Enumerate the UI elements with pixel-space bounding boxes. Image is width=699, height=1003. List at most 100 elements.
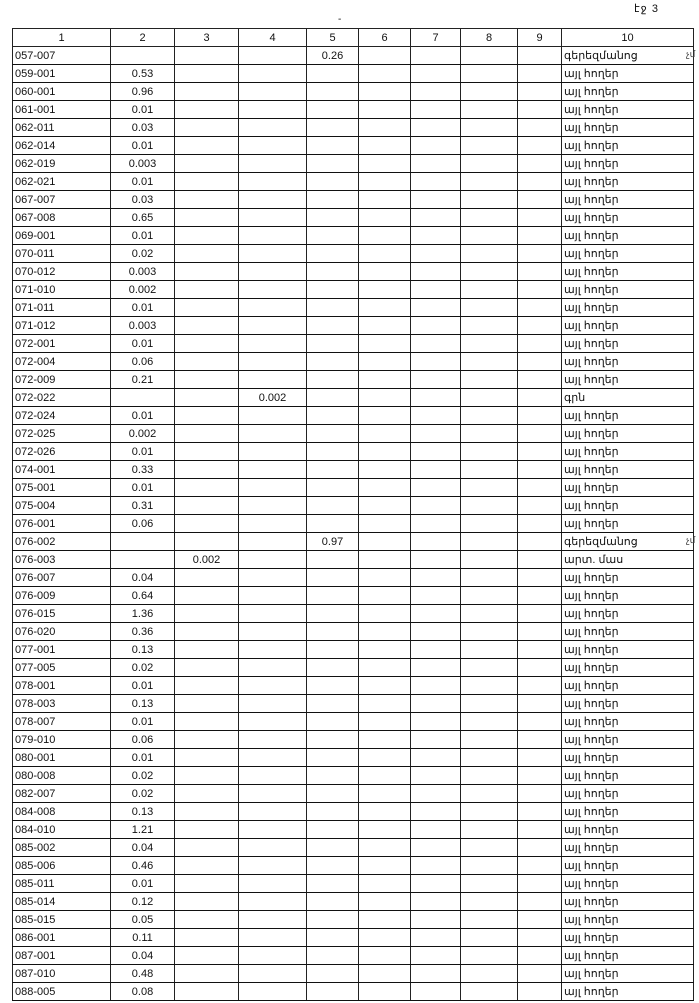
table-row: 062-014 0.01 այլ հողեր	[12, 136, 694, 155]
value-cell-col-6	[358, 352, 411, 371]
cell-text: այլ հողեր	[564, 320, 619, 332]
value-cell-col-6	[358, 496, 411, 515]
value-cell-col-2: 0.96	[110, 82, 175, 101]
value-cell-col-3	[174, 442, 239, 461]
value-cell-col-6	[358, 442, 411, 461]
cell-text: 0.46	[131, 859, 154, 872]
value-cell-col-2: 0.04	[110, 838, 175, 857]
value-cell-col-3	[174, 910, 239, 929]
cell-text: 085-002	[15, 841, 56, 854]
value-cell-col-8	[460, 784, 518, 803]
value-cell-col-8	[460, 910, 518, 929]
land-type-cell: այլ հողեր	[561, 658, 694, 677]
table-row: 072-022 0.002 գրն	[12, 388, 694, 407]
cell-text: 087-001	[15, 949, 56, 962]
value-cell-col-2: 0.03	[110, 118, 175, 137]
value-cell-col-2: 0.01	[110, 172, 175, 191]
value-cell-col-9	[517, 334, 562, 353]
value-cell-col-9	[517, 208, 562, 227]
value-cell-col-7	[410, 136, 461, 155]
table-row: 085-014 0.12 այլ հողեր	[12, 892, 694, 911]
value-cell-col-6	[358, 946, 411, 965]
table-row: 074-001 0.33 այլ հողեր	[12, 460, 694, 479]
value-cell-col-5	[306, 460, 359, 479]
land-type-cell: այլ հողեր	[561, 370, 694, 389]
cell-text: 0.01	[131, 139, 154, 152]
cell-text: 077-001	[15, 643, 56, 656]
cell-text: այլ հողեր	[564, 356, 619, 368]
value-cell-col-7	[410, 46, 461, 65]
table-row: 084-008 0.13 այլ հողեր	[12, 802, 694, 821]
parcel-code-cell: 074-001	[12, 460, 111, 479]
value-cell-col-8	[460, 406, 518, 425]
value-cell-col-6	[358, 568, 411, 587]
cell-text: 0.01	[131, 337, 154, 350]
parcel-code-cell: 067-007	[12, 190, 111, 209]
table-body: 057-007 0.26 գերեզմանոց չմ 059-001 0.53 այլ հո…	[12, 46, 695, 1001]
value-cell-col-3	[174, 334, 239, 353]
value-cell-col-6	[358, 928, 411, 947]
land-type-cell: այլ հողեր	[561, 424, 694, 443]
value-cell-col-8	[460, 190, 518, 209]
parcel-code-cell: 078-003	[12, 694, 111, 713]
value-cell-col-8	[460, 820, 518, 839]
table-row: 071-012 0.003 այլ հողեր	[12, 316, 694, 335]
value-cell-col-6	[358, 820, 411, 839]
value-cell-col-6	[358, 586, 411, 605]
value-cell-col-4	[238, 442, 307, 461]
value-cell-col-7	[410, 712, 461, 731]
parcel-code-cell: 085-002	[12, 838, 111, 857]
cell-text: 057-007	[15, 49, 56, 62]
value-cell-col-8	[460, 478, 518, 497]
value-cell-col-8	[460, 676, 518, 695]
table-row: 076-015 1.36 այլ հողեր	[12, 604, 694, 623]
value-cell-col-9	[517, 424, 562, 443]
value-cell-col-5	[306, 100, 359, 119]
land-type-cell: այլ հողեր	[561, 514, 694, 533]
value-cell-col-3	[174, 856, 239, 875]
header-row: 1 2 3 4 5 6 7 8 9 10	[12, 28, 694, 47]
value-cell-col-7	[410, 820, 461, 839]
table-row: 078-003 0.13 այլ հողեր	[12, 694, 694, 713]
value-cell-col-7	[410, 622, 461, 641]
parcel-code-cell: 077-001	[12, 640, 111, 659]
value-cell-col-7	[410, 910, 461, 929]
cell-text: 0.01	[131, 679, 154, 692]
value-cell-col-3	[174, 100, 239, 119]
value-cell-col-2: 0.003	[110, 262, 175, 281]
value-cell-col-3	[174, 352, 239, 371]
value-cell-col-5	[306, 982, 359, 1001]
cell-text: այլ հողեր	[564, 482, 619, 494]
land-type-cell: այլ հողեր	[561, 820, 694, 839]
cell-text: 076-015	[15, 607, 56, 620]
value-cell-col-8	[460, 100, 518, 119]
land-type-cell: այլ հողեր	[561, 910, 694, 929]
value-cell-col-9	[517, 802, 562, 821]
cell-text: 075-001	[15, 481, 56, 494]
cell-text: 070-011	[15, 247, 55, 260]
land-type-cell: այլ հողեր	[561, 298, 694, 317]
cell-text: 0.01	[131, 877, 154, 890]
parcel-code-cell: 087-001	[12, 946, 111, 965]
value-cell-col-2: 0.06	[110, 730, 175, 749]
value-cell-col-2: 0.01	[110, 334, 175, 353]
value-cell-col-8	[460, 640, 518, 659]
cell-text: 080-001	[15, 751, 56, 764]
parcel-code-cell: 082-007	[12, 784, 111, 803]
value-cell-col-5	[306, 388, 359, 407]
cell-text: այլ հողեր	[564, 932, 619, 944]
value-cell-col-6	[358, 856, 411, 875]
value-cell-col-7	[410, 982, 461, 1001]
table-row: 077-005 0.02 այլ հողեր	[12, 658, 694, 677]
value-cell-col-8	[460, 946, 518, 965]
value-cell-col-5	[306, 298, 359, 317]
value-cell-col-6	[358, 640, 411, 659]
parcel-code-cell: 072-024	[12, 406, 111, 425]
value-cell-col-4	[238, 802, 307, 821]
value-cell-col-8	[460, 874, 518, 893]
cell-text: այլ հողեր	[564, 626, 619, 638]
table-row: 076-003 0.002 արտ. մաս	[12, 550, 694, 569]
table-row: 080-008 0.02 այլ հողեր	[12, 766, 694, 785]
value-cell-col-5	[306, 658, 359, 677]
cell-text: 080-008	[15, 769, 56, 782]
